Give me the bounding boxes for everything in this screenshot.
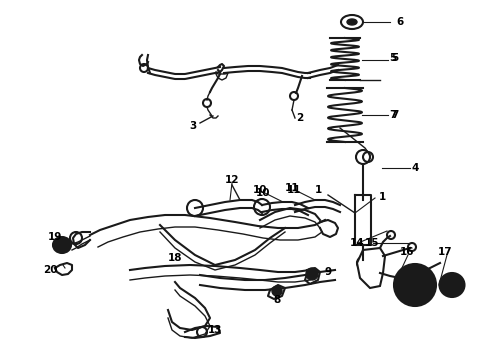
Ellipse shape (57, 241, 67, 249)
Ellipse shape (402, 273, 427, 297)
Ellipse shape (347, 19, 357, 25)
Text: 1: 1 (378, 192, 386, 202)
Circle shape (409, 279, 421, 291)
Circle shape (306, 268, 318, 280)
Ellipse shape (53, 237, 71, 253)
Text: 11: 11 (285, 183, 299, 193)
Text: 16: 16 (400, 247, 414, 257)
Text: 4: 4 (411, 163, 418, 173)
Text: 3: 3 (189, 121, 196, 131)
Text: 8: 8 (273, 295, 281, 305)
Text: 12: 12 (225, 175, 239, 185)
Text: 7: 7 (392, 110, 399, 120)
Text: 1: 1 (315, 185, 321, 195)
Ellipse shape (394, 264, 436, 306)
Text: 18: 18 (168, 253, 182, 263)
Text: 11: 11 (287, 185, 301, 195)
Ellipse shape (440, 273, 465, 297)
Ellipse shape (445, 279, 459, 292)
Text: 7: 7 (390, 110, 397, 120)
Text: 15: 15 (365, 238, 379, 248)
Text: 14: 14 (350, 238, 364, 248)
Text: 13: 13 (208, 325, 222, 335)
Text: 5: 5 (392, 53, 399, 63)
Text: 6: 6 (396, 17, 404, 27)
Circle shape (272, 286, 282, 296)
Text: 5: 5 (390, 53, 396, 63)
Text: 10: 10 (253, 185, 267, 195)
Text: 10: 10 (256, 188, 270, 198)
Text: 2: 2 (296, 113, 304, 123)
Text: 19: 19 (48, 232, 62, 242)
Polygon shape (357, 248, 385, 288)
Text: 9: 9 (324, 267, 332, 277)
Text: 20: 20 (43, 265, 57, 275)
Text: 17: 17 (438, 247, 452, 257)
